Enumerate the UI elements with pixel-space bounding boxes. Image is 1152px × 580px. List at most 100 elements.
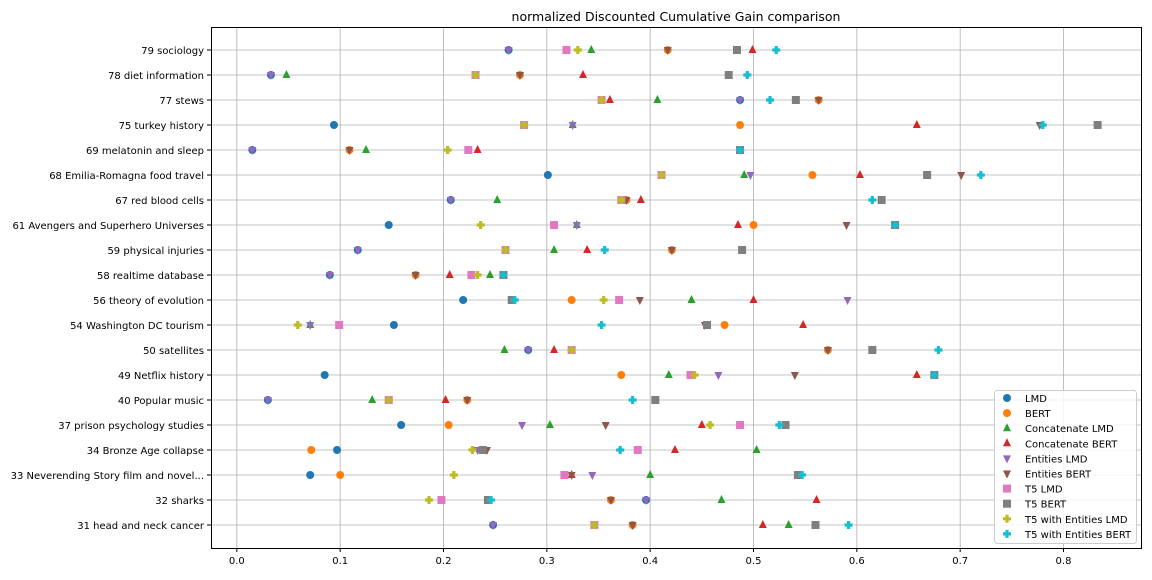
point-entities-lmd xyxy=(266,72,275,80)
point-t5-bert xyxy=(868,346,877,354)
legend-label: Entities LMD xyxy=(1025,454,1088,465)
point-entities-bert xyxy=(842,222,851,230)
point-concatenate-lmd xyxy=(784,520,793,528)
point-entities-lmd xyxy=(306,322,315,330)
point-t5-with-entities-lmd xyxy=(706,421,715,429)
point-t5-with-entities-lmd xyxy=(520,121,529,129)
point-bert xyxy=(736,121,745,129)
point-t5-with-entities-bert xyxy=(930,371,939,379)
legend-marker xyxy=(1003,514,1012,523)
point-t5-bert xyxy=(1093,121,1102,129)
point-entities-bert xyxy=(411,272,420,280)
point-bert xyxy=(567,296,576,304)
point-concatenate-bert xyxy=(670,445,679,453)
point-t5-with-entities-lmd xyxy=(443,146,452,154)
point-entities-lmd xyxy=(263,397,272,405)
point-concatenate-bert xyxy=(912,370,921,378)
y-tick-label: 68 Emilia-Romagna food travel xyxy=(49,171,204,182)
point-t5-lmd xyxy=(633,446,642,454)
point-t5-with-entities-bert xyxy=(616,446,625,454)
point-t5-with-entities-lmd xyxy=(471,71,480,79)
x-tick-label: 0.3 xyxy=(539,556,555,567)
point-t5-lmd xyxy=(736,421,745,429)
point-concatenate-lmd xyxy=(646,470,655,478)
point-bert xyxy=(336,471,345,479)
legend-label: T5 with Entities BERT xyxy=(1024,530,1132,541)
point-concatenate-bert xyxy=(748,45,757,53)
point-concatenate-bert xyxy=(636,195,645,203)
point-t5-bert xyxy=(738,246,747,254)
point-t5-lmd xyxy=(560,471,569,479)
point-lmd xyxy=(306,471,315,479)
point-concatenate-bert xyxy=(855,170,864,178)
point-lmd xyxy=(389,321,398,329)
x-tick-label: 0.2 xyxy=(436,556,452,567)
point-concatenate-lmd xyxy=(500,345,509,353)
y-tick-label: 54 Washington DC tourism xyxy=(70,321,204,332)
point-bert xyxy=(749,221,758,229)
point-t5-lmd xyxy=(335,321,344,329)
point-entities-bert xyxy=(601,422,610,430)
y-tick-label: 59 physical injuries xyxy=(107,246,204,257)
point-entities-lmd xyxy=(714,372,723,380)
point-t5-bert xyxy=(732,46,741,54)
point-concatenate-bert xyxy=(579,70,587,78)
point-t5-bert xyxy=(793,471,802,479)
point-entities-lmd xyxy=(568,122,577,130)
x-tick-label: 0.4 xyxy=(642,556,658,567)
x-tick-label: 0.8 xyxy=(1056,556,1072,567)
point-lmd xyxy=(543,171,552,179)
point-t5-with-entities-bert xyxy=(499,271,508,279)
point-entities-bert xyxy=(628,522,637,530)
point-entities-lmd xyxy=(642,497,651,505)
y-tick-label: 79 sociology xyxy=(141,46,204,57)
point-t5-with-entities-lmd xyxy=(590,521,599,530)
legend-label: BERT xyxy=(1025,409,1051,420)
point-t5-with-entities-bert xyxy=(772,46,781,55)
legend-label: LMD xyxy=(1025,394,1047,405)
x-tick-label: 0.5 xyxy=(746,556,762,567)
point-concatenate-lmd xyxy=(587,45,596,53)
legend-marker xyxy=(1003,423,1011,432)
point-t5-lmd xyxy=(550,221,559,229)
point-entities-bert xyxy=(606,497,615,505)
y-tick-label: 37 prison psychology studies xyxy=(58,421,204,432)
data-points xyxy=(248,45,1102,530)
point-t5-with-entities-bert xyxy=(600,246,609,254)
point-t5-with-entities-bert xyxy=(934,346,943,354)
point-concatenate-lmd xyxy=(362,145,370,153)
point-concatenate-bert xyxy=(799,320,808,328)
point-t5-with-entities-lmd xyxy=(690,371,699,379)
legend-label: T5 BERT xyxy=(1024,500,1067,511)
point-t5-bert xyxy=(923,171,932,179)
point-t5-with-entities-lmd xyxy=(468,446,477,454)
legend-marker xyxy=(1003,438,1011,447)
point-t5-bert xyxy=(651,396,660,404)
y-tick-labels: 79 sociology 78 diet information 77 stews 7… xyxy=(11,46,211,532)
point-t5-with-entities-lmd xyxy=(597,96,606,104)
point-t5-with-entities-bert xyxy=(891,221,900,229)
point-concatenate-lmd xyxy=(664,370,673,378)
point-lmd xyxy=(329,121,338,129)
point-entities-lmd xyxy=(446,197,455,205)
point-concatenate-bert xyxy=(605,95,614,103)
point-t5-with-entities-lmd xyxy=(384,396,393,404)
point-entities-lmd xyxy=(746,172,755,180)
y-tick-label: 69 melatonin and sleep xyxy=(86,146,204,157)
point-lmd xyxy=(320,371,329,379)
point-entities-lmd xyxy=(572,222,581,230)
point-t5-with-entities-bert xyxy=(736,146,745,154)
point-concatenate-lmd xyxy=(545,420,554,428)
y-tick-label: 77 stews xyxy=(159,96,204,107)
point-lmd xyxy=(333,446,342,454)
y-tick-label: 33 Neverending Story film and novel... xyxy=(11,471,204,482)
x-tick-label: 0.1 xyxy=(332,556,348,567)
point-entities-bert xyxy=(463,397,472,405)
point-t5-with-entities-lmd xyxy=(617,196,626,204)
point-entities-bert xyxy=(814,97,823,105)
point-entities-bert xyxy=(567,472,576,480)
point-entities-bert xyxy=(957,172,966,180)
point-t5-with-entities-bert xyxy=(976,171,985,179)
plot-frame xyxy=(211,27,1142,549)
point-entities-lmd xyxy=(504,47,513,55)
